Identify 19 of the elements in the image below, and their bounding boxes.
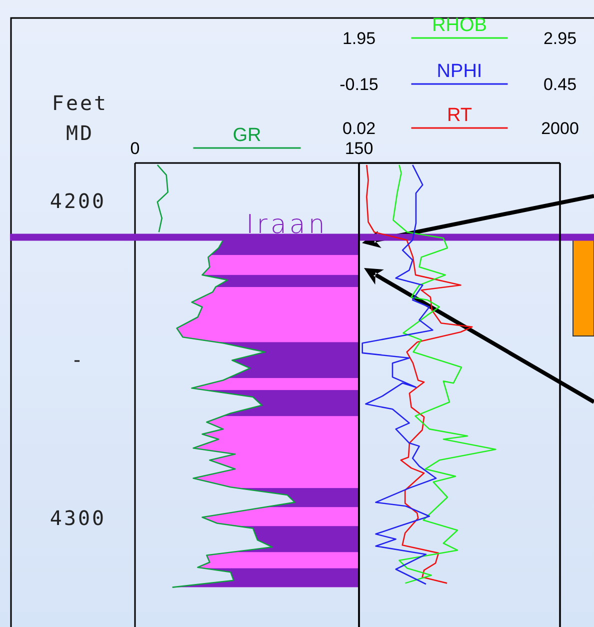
x-axis-title: GR (232, 125, 262, 146)
line-series (172, 239, 296, 588)
x-tick-label: 2000 (541, 119, 579, 138)
x-tick-label: 0.02 (342, 119, 376, 138)
x-axis-title: RT (447, 105, 472, 126)
x2-tick-label: 2.95 (543, 29, 577, 48)
x2-axis-title: RHOB (432, 15, 487, 36)
x-tick-label: 150 (344, 139, 374, 158)
x-axis-title: NPHI (436, 61, 482, 82)
line-series (156, 164, 169, 233)
x-tick-label: 0.45 (543, 75, 577, 94)
ref-line-label: Iraan (246, 210, 328, 240)
y-tick-label: 4200 (50, 189, 106, 214)
y-axis-title: Feet MD (52, 91, 108, 145)
x-tick-label: -0.15 (340, 75, 378, 94)
x2-tick-label: 1.95 (342, 29, 376, 48)
y-tick-label: 4300 (50, 506, 106, 530)
x-tick-label: 0 (130, 139, 140, 158)
y-tick-label: - (70, 348, 86, 372)
